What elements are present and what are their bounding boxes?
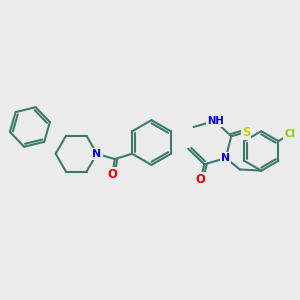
Text: Cl: Cl bbox=[284, 129, 296, 140]
Text: O: O bbox=[107, 168, 117, 181]
Text: N: N bbox=[92, 149, 101, 159]
Text: S: S bbox=[242, 125, 250, 139]
Text: O: O bbox=[196, 173, 206, 186]
Text: NH: NH bbox=[207, 116, 224, 126]
Text: N: N bbox=[221, 153, 230, 163]
